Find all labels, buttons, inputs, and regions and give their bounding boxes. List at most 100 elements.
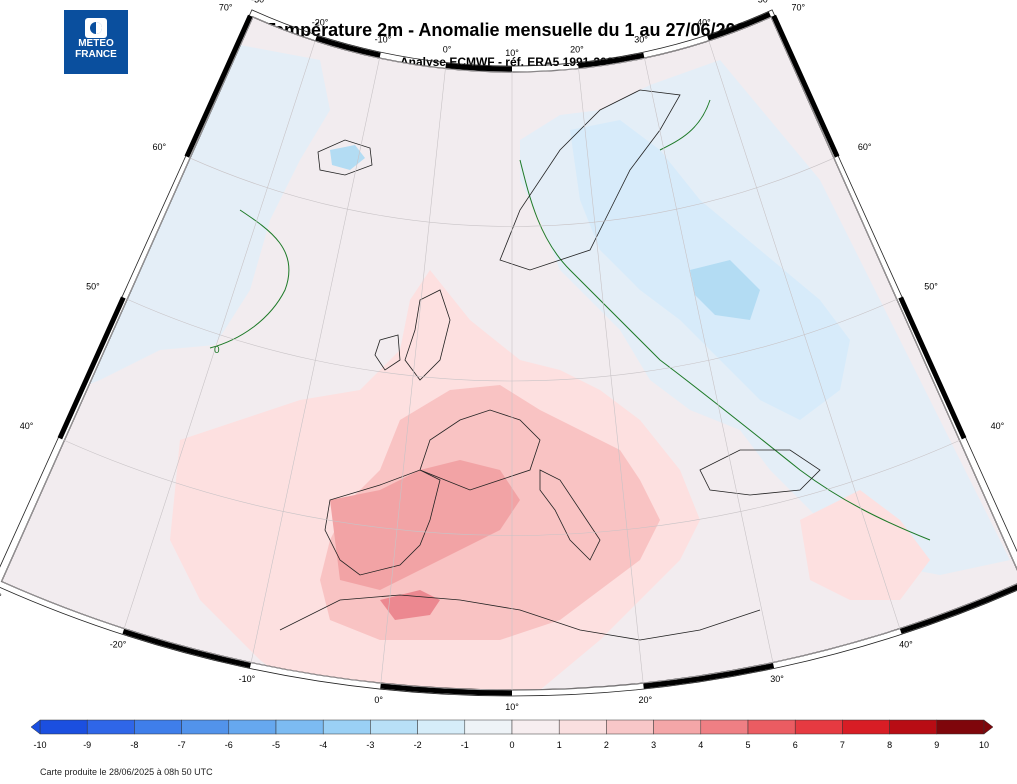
longitude-label-bottom: 0°	[374, 695, 383, 705]
warm-area-se	[800, 490, 930, 600]
parallel-line	[252, 16, 772, 73]
colorbar-tick-label: 2	[604, 740, 609, 750]
longitude-label-top: 20°	[570, 45, 584, 55]
warm-area-3	[330, 460, 520, 590]
colorbar-tick-label: 8	[887, 740, 892, 750]
colorbar-segment	[842, 719, 890, 735]
coastline-iceland	[317, 139, 373, 176]
latitude-label-right: 60°	[858, 142, 872, 152]
latitude-label-right: 70°	[792, 2, 806, 12]
colorbar-segment	[936, 719, 985, 735]
frame-segment	[707, 11, 771, 41]
colorbar-segment	[228, 719, 277, 735]
colorbar-tick-label: 9	[934, 740, 939, 750]
longitude-labels: -30° -30° -20° -20° -10° -10° 0° 0° 10° 10° 20° 20°…	[0, 0, 913, 710]
colorbar-segment	[889, 719, 938, 735]
frame-segment	[899, 584, 1017, 634]
colorbar-segment	[370, 719, 418, 735]
graticule	[1, 16, 1017, 691]
colorbar-tick-label: -4	[319, 740, 327, 750]
longitude-label-top: -30°	[251, 0, 268, 4]
colorbar-tick-label: -6	[225, 740, 233, 750]
latitude-label-right: 50°	[924, 281, 938, 291]
colorbar-arrow-right	[983, 719, 994, 735]
colorbar-tick-label: 1	[557, 740, 562, 750]
colorbar-tick-label: 10	[979, 740, 989, 750]
colorbar-segment	[39, 719, 88, 735]
colorbar-segment	[653, 719, 702, 735]
colorbar-segment	[181, 719, 230, 735]
anomaly-map: 30° 30° 40° 40° 50° 50° 60° 60° 70° 70° -30° -30° -…	[0, 0, 1017, 710]
parallel-line	[127, 298, 897, 382]
colorbar-segment	[511, 719, 560, 735]
coastline-black-sea	[699, 449, 821, 496]
frame-segment	[578, 52, 645, 69]
colorbar-tick-label: -2	[414, 740, 422, 750]
frame-segment	[315, 35, 381, 58]
coastline-ireland	[374, 334, 401, 371]
colorbar-tick-label: 7	[840, 740, 845, 750]
colorbar-segments	[30, 719, 994, 735]
frame-segment	[643, 663, 775, 689]
longitude-label-top: -10°	[375, 34, 392, 44]
zero-contour-east	[519, 159, 931, 541]
longitude-label-bottom: -20°	[110, 640, 127, 650]
parallel-line	[64, 440, 960, 536]
longitude-label-bottom: -30°	[0, 592, 2, 602]
colorbar-tick-label: 6	[793, 740, 798, 750]
colorbar-arrow-left	[30, 719, 41, 735]
coastline-north-africa	[279, 594, 761, 641]
coastline-iberia	[324, 469, 441, 576]
latitude-label-left: 40°	[20, 421, 34, 431]
coastline-italy	[539, 469, 601, 561]
colorbar-tick-label: 4	[698, 740, 703, 750]
colorbar-segment	[558, 719, 607, 735]
frame-segment	[898, 296, 967, 440]
longitude-label-bottom: -10°	[239, 674, 256, 684]
longitude-label-top: 10°	[505, 48, 519, 58]
frame-segment	[184, 14, 253, 158]
longitude-label-bottom: 20°	[638, 695, 652, 705]
frame-segment	[380, 683, 513, 696]
latitude-label-left: 50°	[86, 281, 100, 291]
colorbar-segment	[794, 719, 843, 735]
colorbar-tick-label: -7	[178, 740, 186, 750]
frame-ticks	[57, 11, 1017, 696]
map-title: Température 2m - Anomalie mensuelle du 1…	[264, 20, 756, 40]
colorbar-tick-label: -10	[33, 740, 46, 750]
parallel-line	[1, 581, 1017, 691]
colorbar-tick-label: 5	[745, 740, 750, 750]
logo-text-line2: FRANCE	[75, 49, 117, 60]
colorbar-segment	[700, 719, 749, 735]
longitude-label-bottom: 30°	[770, 674, 784, 684]
meteo-france-logo: METEO FRANCE	[64, 10, 128, 74]
colorbar-segment	[322, 719, 371, 735]
colorbar-tick-label: -5	[272, 740, 280, 750]
colorbar-tick-label: -9	[83, 740, 91, 750]
coastline-britain	[404, 289, 451, 381]
longitude-label-bottom: 40°	[899, 640, 913, 650]
colorbar-tick-label: -1	[461, 740, 469, 750]
colorbar-tick-label: -8	[130, 740, 138, 750]
latitude-label-left: 60°	[152, 142, 166, 152]
longitude-label-bottom: 10°	[505, 702, 519, 710]
meteo-france-logo-icon	[85, 18, 107, 38]
colorbar-segment	[464, 719, 513, 735]
longitude-label-top: 50°	[758, 0, 772, 4]
colorbar-segment	[747, 719, 796, 735]
longitude-label-top: 30°	[634, 34, 648, 44]
latitude-label-left: 70°	[219, 2, 233, 12]
colorbar-segment	[606, 719, 654, 735]
colorbar-segment	[86, 719, 135, 735]
parallel-line	[189, 157, 835, 227]
longitude-label-top: -20°	[312, 18, 329, 28]
logo-text-line1: METEO	[78, 38, 114, 49]
frame-segment	[771, 14, 840, 158]
colorbar-segment	[417, 719, 466, 735]
colorbar: -10 -9 -8 -7 -6 -5 -4 -3 -2 -1 0 1 2 3 4 5 6 7 8 9 10	[30, 719, 994, 750]
frame-segment	[445, 63, 513, 72]
warm-area-4	[380, 590, 440, 620]
production-footer: Carte produite le 28/06/2025 à 08h 50 UT…	[40, 767, 213, 777]
colorbar-tick-label: 0	[509, 740, 514, 750]
colorbar-segment	[275, 719, 324, 735]
